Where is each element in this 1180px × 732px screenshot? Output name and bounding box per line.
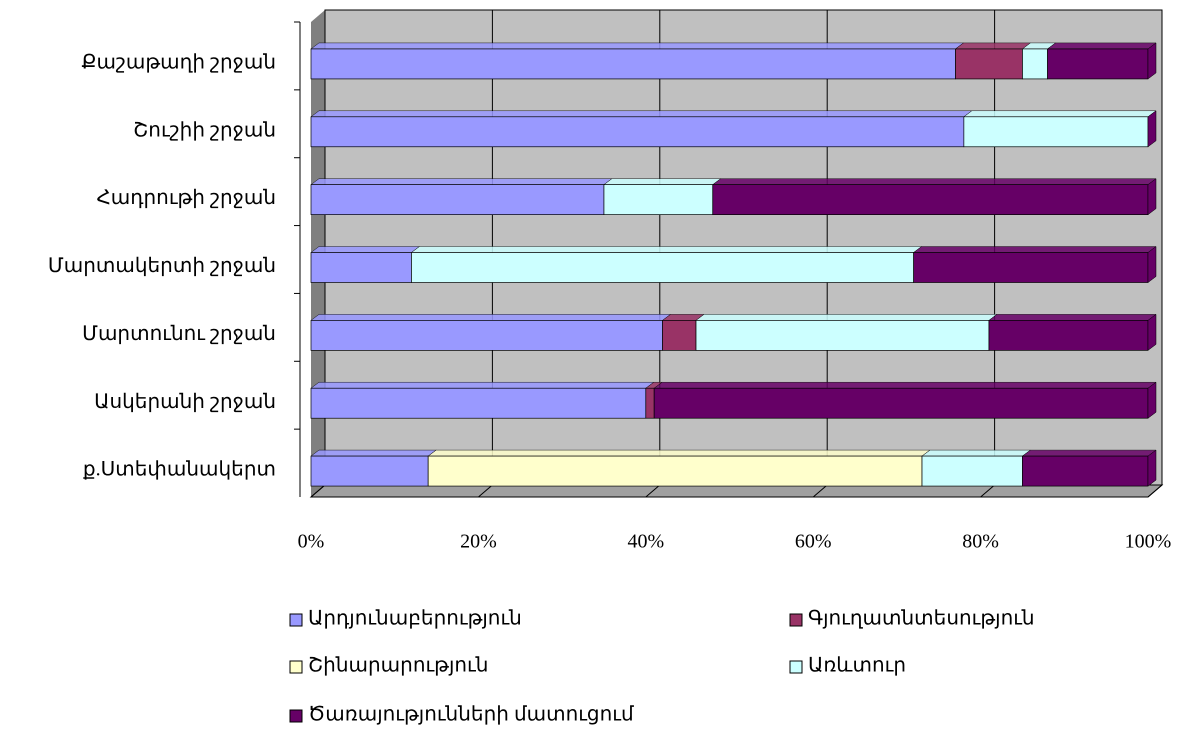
- x-tick-label: 40%: [627, 531, 664, 553]
- bar-top: [410, 246, 923, 253]
- bar: [1047, 48, 1149, 80]
- legend-label: Գյուղատնտեսություն: [808, 608, 1035, 630]
- legend-swatch: [289, 660, 303, 674]
- bar-top: [310, 178, 613, 185]
- bar: [603, 184, 714, 215]
- bar: [310, 252, 412, 283]
- y-tick-label: Ասկերանի շրջան: [94, 391, 276, 413]
- bar-top: [1021, 449, 1157, 457]
- bar: [955, 48, 1023, 80]
- bar: [653, 387, 1149, 419]
- grid-line: [1147, 10, 1163, 498]
- bar: [1022, 455, 1149, 487]
- bar-top: [963, 110, 1157, 118]
- bar: [310, 116, 965, 148]
- bar-end: [1147, 178, 1157, 216]
- y-tick-label: Մարտակերտի շրջան: [48, 255, 276, 277]
- x-tick-label: 80%: [962, 531, 999, 553]
- bar: [1022, 48, 1048, 80]
- bar-top: [653, 381, 1157, 389]
- y-tick-label: ք.Ստեփանակերտ: [83, 459, 276, 481]
- bar: [411, 252, 914, 283]
- x-tick-label: 60%: [795, 531, 832, 553]
- bar: [427, 455, 923, 487]
- bar: [310, 48, 956, 80]
- bar-top: [310, 314, 672, 321]
- bar-top: [1046, 42, 1157, 50]
- bar-top: [310, 110, 973, 118]
- bar-top: [310, 381, 655, 389]
- legend-label: Արդյունաբերություն: [308, 608, 522, 630]
- y-tick-label: Շուշիի շրջան: [133, 119, 276, 141]
- bar: [695, 320, 990, 351]
- x-tick-label: 20%: [460, 531, 497, 553]
- bar: [963, 116, 1149, 148]
- bar: [310, 455, 429, 487]
- floor: [309, 484, 1164, 498]
- bar-top: [310, 246, 421, 253]
- legend-swatch: [289, 613, 303, 627]
- legend-swatch: [789, 660, 803, 674]
- bar-top: [921, 449, 1032, 457]
- bar: [662, 320, 697, 351]
- bar-end: [1147, 246, 1157, 283]
- x-tick-label: 100%: [1125, 531, 1172, 553]
- y-tick-label: Մարտունու շրջան: [82, 323, 276, 345]
- legend-swatch: [789, 613, 803, 627]
- bar-top: [603, 178, 722, 185]
- x-tick-label: 0%: [298, 531, 325, 553]
- bar: [988, 320, 1149, 351]
- legend-label: Առևտուր: [808, 655, 906, 677]
- bar-end: [1147, 42, 1157, 80]
- bar-top: [912, 246, 1157, 253]
- bar-top: [427, 449, 931, 457]
- bar: [310, 320, 663, 351]
- bar: [645, 387, 655, 419]
- y-tick-label: Քաշաթաղի շրջան: [81, 52, 276, 74]
- bar: [310, 387, 647, 419]
- legend-swatch: [289, 709, 303, 723]
- bar-top: [695, 314, 998, 321]
- bar-top: [954, 42, 1032, 50]
- bar-top: [712, 178, 1157, 185]
- bar-end: [1147, 381, 1157, 419]
- bar: [921, 455, 1023, 487]
- bar-top: [310, 449, 437, 457]
- bar-end: [1147, 313, 1157, 351]
- y-tick-label: Հադրութի շրջան: [96, 187, 276, 209]
- bar-top: [310, 42, 965, 50]
- bar: [310, 184, 605, 215]
- bar-end: [1147, 110, 1157, 148]
- bar: [712, 184, 1149, 215]
- legend-label: Ծառայությունների մատուցում: [308, 704, 634, 726]
- bar-top: [988, 314, 1157, 321]
- bar: [913, 252, 1149, 283]
- legend-label: Շինարարություն: [308, 655, 488, 677]
- bar-end: [1147, 449, 1157, 487]
